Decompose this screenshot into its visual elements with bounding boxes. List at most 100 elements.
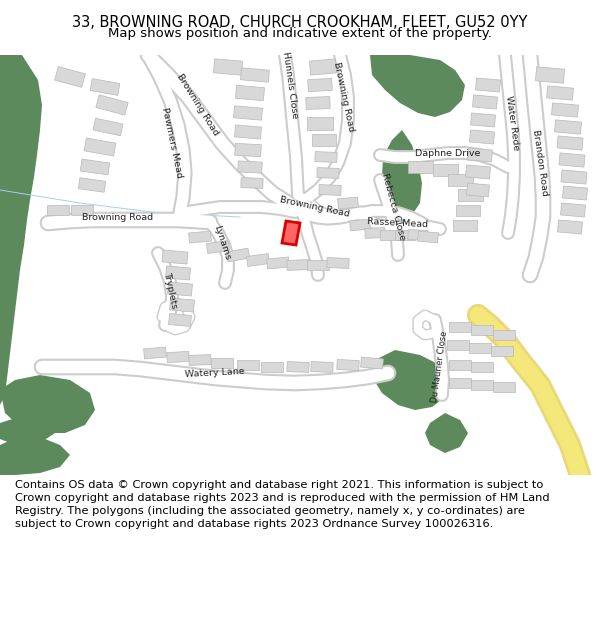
Bar <box>561 170 587 184</box>
Polygon shape <box>0 55 42 405</box>
Bar <box>407 161 433 173</box>
Bar <box>408 229 428 241</box>
Polygon shape <box>370 55 465 117</box>
Bar <box>266 257 289 269</box>
Bar <box>307 260 329 270</box>
Bar <box>458 189 482 201</box>
Text: Rasser Mead: Rasser Mead <box>367 217 428 229</box>
Bar <box>418 231 439 243</box>
Bar <box>395 230 415 240</box>
Bar <box>338 197 358 209</box>
Bar <box>237 360 259 370</box>
Bar <box>337 359 359 371</box>
Text: Rebecca Close: Rebecca Close <box>380 173 406 242</box>
Text: Browning Road: Browning Road <box>82 213 154 221</box>
Bar <box>241 68 269 82</box>
Bar <box>350 219 370 231</box>
Bar <box>143 347 166 359</box>
Bar <box>449 378 471 388</box>
Bar <box>211 358 233 368</box>
Bar <box>469 343 491 353</box>
Bar <box>189 354 211 366</box>
Bar <box>467 183 490 197</box>
Polygon shape <box>382 130 422 217</box>
Bar <box>559 153 585 167</box>
Text: Browning Road: Browning Road <box>175 72 221 138</box>
Text: Daphne Drive: Daphne Drive <box>415 149 481 158</box>
Polygon shape <box>282 221 300 245</box>
Bar <box>449 360 471 370</box>
Text: Browning Road: Browning Road <box>279 195 351 219</box>
Bar <box>456 204 480 216</box>
Bar <box>307 116 333 129</box>
Bar <box>470 113 496 127</box>
Bar <box>449 322 471 332</box>
Bar <box>447 340 469 350</box>
Bar <box>71 205 93 215</box>
Bar <box>554 120 581 134</box>
Bar <box>317 168 339 178</box>
Bar <box>79 177 106 192</box>
Bar <box>235 143 261 157</box>
Bar <box>471 325 493 335</box>
Bar <box>315 152 337 162</box>
Bar <box>162 250 188 264</box>
Bar <box>308 78 332 92</box>
Bar <box>433 164 458 176</box>
Bar <box>287 259 309 271</box>
Text: Pawmers Mead: Pawmers Mead <box>160 107 184 179</box>
Text: Brandon Road: Brandon Road <box>531 129 549 197</box>
Text: Water Rede: Water Rede <box>503 95 520 151</box>
Bar <box>312 134 336 146</box>
Text: Hunnels Close: Hunnels Close <box>281 51 299 119</box>
Bar <box>235 85 265 101</box>
Bar <box>471 380 493 390</box>
Text: Map shows position and indicative extent of the property.: Map shows position and indicative extent… <box>108 27 492 39</box>
Text: Lynams: Lynams <box>212 224 232 262</box>
Bar <box>47 205 69 215</box>
Bar <box>169 314 191 326</box>
Bar <box>380 230 400 240</box>
Text: Browning Road: Browning Road <box>332 61 356 132</box>
Bar <box>470 130 494 144</box>
Bar <box>233 106 262 120</box>
Bar <box>93 118 123 136</box>
Bar <box>361 357 383 369</box>
Bar <box>493 382 515 392</box>
Bar <box>319 184 341 196</box>
Bar <box>547 86 574 100</box>
Bar <box>306 97 330 109</box>
Bar <box>167 351 189 362</box>
Bar <box>311 362 333 372</box>
Polygon shape <box>370 350 448 410</box>
Bar <box>453 219 477 231</box>
Bar <box>167 282 193 296</box>
Bar <box>551 103 578 117</box>
Bar <box>80 159 110 175</box>
Bar <box>471 362 493 372</box>
Bar <box>535 67 565 83</box>
Text: 33, BROWNING ROAD, CHURCH CROOKHAM, FLEET, GU52 0YY: 33, BROWNING ROAD, CHURCH CROOKHAM, FLEE… <box>73 16 527 31</box>
Bar <box>188 231 211 243</box>
Bar <box>235 125 262 139</box>
Bar <box>206 241 230 254</box>
Text: Contains OS data © Crown copyright and database right 2021. This information is : Contains OS data © Crown copyright and d… <box>15 479 550 529</box>
Bar <box>310 59 337 75</box>
Bar <box>466 165 490 179</box>
Bar <box>467 148 493 162</box>
Bar <box>491 346 513 356</box>
Bar <box>327 258 349 268</box>
Bar <box>473 95 497 109</box>
Polygon shape <box>425 413 468 453</box>
Bar <box>241 177 263 188</box>
Bar <box>563 186 587 200</box>
Bar <box>170 298 194 312</box>
Bar <box>90 79 120 96</box>
Bar <box>166 266 190 280</box>
Bar <box>560 203 586 217</box>
Bar <box>493 330 515 340</box>
Text: Tryplets: Tryplets <box>162 271 178 309</box>
Bar <box>84 138 116 156</box>
Polygon shape <box>0 415 55 445</box>
Text: Watery Lane: Watery Lane <box>185 367 245 379</box>
